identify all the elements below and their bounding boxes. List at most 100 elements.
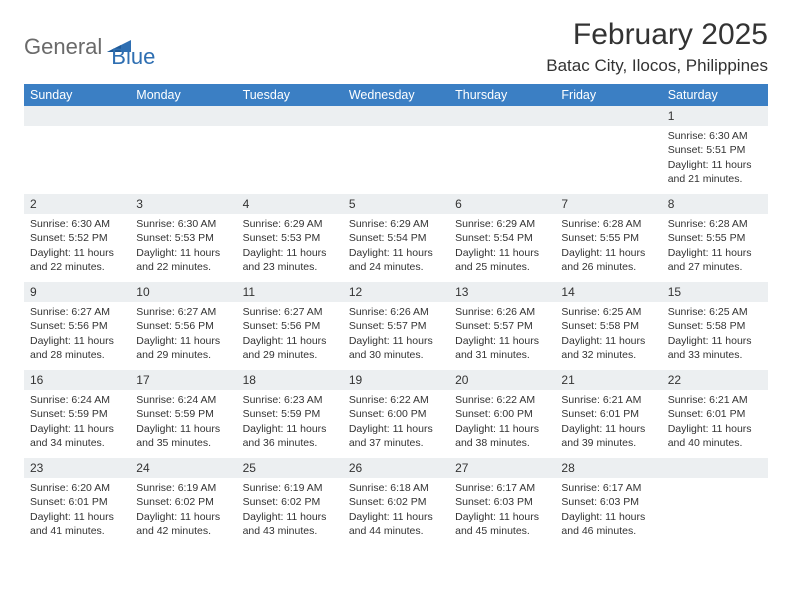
sunset-line: Sunset: 6:01 PM — [30, 495, 124, 509]
sunset-line: Sunset: 5:57 PM — [349, 319, 443, 333]
sunrise-line: Sunrise: 6:28 AM — [668, 217, 762, 231]
day-header: Wednesday — [343, 84, 449, 106]
day-header: Sunday — [24, 84, 130, 106]
day-number: 27 — [449, 458, 555, 478]
calendar-week-row: 9Sunrise: 6:27 AMSunset: 5:56 PMDaylight… — [24, 282, 768, 370]
sunrise-line: Sunrise: 6:27 AM — [136, 305, 230, 319]
daylight-line: Daylight: 11 hours and 21 minutes. — [668, 158, 762, 186]
calendar-day-cell — [130, 106, 236, 194]
calendar-day-cell: 10Sunrise: 6:27 AMSunset: 5:56 PMDayligh… — [130, 282, 236, 370]
daylight-line: Daylight: 11 hours and 39 minutes. — [561, 422, 655, 450]
sunset-line: Sunset: 5:51 PM — [668, 143, 762, 157]
day-data: Sunrise: 6:29 AMSunset: 5:54 PMDaylight:… — [449, 214, 555, 280]
calendar-day-cell: 28Sunrise: 6:17 AMSunset: 6:03 PMDayligh… — [555, 458, 661, 546]
day-number — [130, 106, 236, 126]
calendar-table: Sunday Monday Tuesday Wednesday Thursday… — [24, 84, 768, 546]
day-number: 14 — [555, 282, 661, 302]
sunset-line: Sunset: 5:54 PM — [349, 231, 443, 245]
calendar-day-cell: 12Sunrise: 6:26 AMSunset: 5:57 PMDayligh… — [343, 282, 449, 370]
day-number: 18 — [237, 370, 343, 390]
calendar-day-cell: 14Sunrise: 6:25 AMSunset: 5:58 PMDayligh… — [555, 282, 661, 370]
daylight-line: Daylight: 11 hours and 31 minutes. — [455, 334, 549, 362]
day-header-row: Sunday Monday Tuesday Wednesday Thursday… — [24, 84, 768, 106]
brand-part1: General — [24, 34, 102, 60]
sunset-line: Sunset: 6:03 PM — [455, 495, 549, 509]
calendar-day-cell: 9Sunrise: 6:27 AMSunset: 5:56 PMDaylight… — [24, 282, 130, 370]
sunrise-line: Sunrise: 6:17 AM — [455, 481, 549, 495]
sunset-line: Sunset: 6:01 PM — [668, 407, 762, 421]
sunset-line: Sunset: 5:58 PM — [668, 319, 762, 333]
sunrise-line: Sunrise: 6:30 AM — [30, 217, 124, 231]
day-number — [343, 106, 449, 126]
sunrise-line: Sunrise: 6:25 AM — [668, 305, 762, 319]
calendar-day-cell: 20Sunrise: 6:22 AMSunset: 6:00 PMDayligh… — [449, 370, 555, 458]
day-number — [237, 106, 343, 126]
day-number: 26 — [343, 458, 449, 478]
day-header: Monday — [130, 84, 236, 106]
calendar-day-cell: 2Sunrise: 6:30 AMSunset: 5:52 PMDaylight… — [24, 194, 130, 282]
day-data: Sunrise: 6:17 AMSunset: 6:03 PMDaylight:… — [449, 478, 555, 544]
day-data: Sunrise: 6:30 AMSunset: 5:52 PMDaylight:… — [24, 214, 130, 280]
calendar-day-cell — [449, 106, 555, 194]
day-data: Sunrise: 6:23 AMSunset: 5:59 PMDaylight:… — [237, 390, 343, 456]
day-data: Sunrise: 6:25 AMSunset: 5:58 PMDaylight:… — [662, 302, 768, 368]
day-number: 8 — [662, 194, 768, 214]
sunrise-line: Sunrise: 6:29 AM — [349, 217, 443, 231]
day-number: 24 — [130, 458, 236, 478]
daylight-line: Daylight: 11 hours and 44 minutes. — [349, 510, 443, 538]
daylight-line: Daylight: 11 hours and 27 minutes. — [668, 246, 762, 274]
day-header: Thursday — [449, 84, 555, 106]
day-data: Sunrise: 6:24 AMSunset: 5:59 PMDaylight:… — [130, 390, 236, 456]
calendar-day-cell: 11Sunrise: 6:27 AMSunset: 5:56 PMDayligh… — [237, 282, 343, 370]
sunset-line: Sunset: 5:54 PM — [455, 231, 549, 245]
daylight-line: Daylight: 11 hours and 22 minutes. — [30, 246, 124, 274]
day-number: 28 — [555, 458, 661, 478]
sunrise-line: Sunrise: 6:19 AM — [243, 481, 337, 495]
day-data: Sunrise: 6:27 AMSunset: 5:56 PMDaylight:… — [237, 302, 343, 368]
sunrise-line: Sunrise: 6:26 AM — [455, 305, 549, 319]
location-subtitle: Batac City, Ilocos, Philippines — [546, 56, 768, 76]
calendar-day-cell: 26Sunrise: 6:18 AMSunset: 6:02 PMDayligh… — [343, 458, 449, 546]
sunrise-line: Sunrise: 6:29 AM — [455, 217, 549, 231]
daylight-line: Daylight: 11 hours and 23 minutes. — [243, 246, 337, 274]
daylight-line: Daylight: 11 hours and 22 minutes. — [136, 246, 230, 274]
day-number: 4 — [237, 194, 343, 214]
day-data: Sunrise: 6:21 AMSunset: 6:01 PMDaylight:… — [662, 390, 768, 456]
day-data: Sunrise: 6:29 AMSunset: 5:54 PMDaylight:… — [343, 214, 449, 280]
daylight-line: Daylight: 11 hours and 29 minutes. — [136, 334, 230, 362]
calendar-day-cell: 15Sunrise: 6:25 AMSunset: 5:58 PMDayligh… — [662, 282, 768, 370]
daylight-line: Daylight: 11 hours and 25 minutes. — [455, 246, 549, 274]
daylight-line: Daylight: 11 hours and 46 minutes. — [561, 510, 655, 538]
day-data: Sunrise: 6:26 AMSunset: 5:57 PMDaylight:… — [343, 302, 449, 368]
day-data: Sunrise: 6:28 AMSunset: 5:55 PMDaylight:… — [555, 214, 661, 280]
calendar-day-cell: 24Sunrise: 6:19 AMSunset: 6:02 PMDayligh… — [130, 458, 236, 546]
calendar-week-row: 23Sunrise: 6:20 AMSunset: 6:01 PMDayligh… — [24, 458, 768, 546]
sunrise-line: Sunrise: 6:29 AM — [243, 217, 337, 231]
daylight-line: Daylight: 11 hours and 32 minutes. — [561, 334, 655, 362]
day-data: Sunrise: 6:25 AMSunset: 5:58 PMDaylight:… — [555, 302, 661, 368]
header: General Blue February 2025 Batac City, I… — [24, 18, 768, 76]
sunrise-line: Sunrise: 6:22 AM — [455, 393, 549, 407]
calendar-day-cell — [555, 106, 661, 194]
daylight-line: Daylight: 11 hours and 28 minutes. — [30, 334, 124, 362]
sunset-line: Sunset: 6:02 PM — [243, 495, 337, 509]
calendar-day-cell: 6Sunrise: 6:29 AMSunset: 5:54 PMDaylight… — [449, 194, 555, 282]
day-data: Sunrise: 6:29 AMSunset: 5:53 PMDaylight:… — [237, 214, 343, 280]
calendar-day-cell: 4Sunrise: 6:29 AMSunset: 5:53 PMDaylight… — [237, 194, 343, 282]
daylight-line: Daylight: 11 hours and 45 minutes. — [455, 510, 549, 538]
sunrise-line: Sunrise: 6:18 AM — [349, 481, 443, 495]
sunset-line: Sunset: 5:59 PM — [136, 407, 230, 421]
day-number: 16 — [24, 370, 130, 390]
sunset-line: Sunset: 5:53 PM — [243, 231, 337, 245]
sunrise-line: Sunrise: 6:27 AM — [243, 305, 337, 319]
day-number — [449, 106, 555, 126]
day-data: Sunrise: 6:19 AMSunset: 6:02 PMDaylight:… — [130, 478, 236, 544]
calendar-day-cell: 16Sunrise: 6:24 AMSunset: 5:59 PMDayligh… — [24, 370, 130, 458]
day-header: Tuesday — [237, 84, 343, 106]
sunrise-line: Sunrise: 6:25 AM — [561, 305, 655, 319]
day-data: Sunrise: 6:27 AMSunset: 5:56 PMDaylight:… — [130, 302, 236, 368]
day-number: 9 — [24, 282, 130, 302]
sunrise-line: Sunrise: 6:30 AM — [668, 129, 762, 143]
day-header: Saturday — [662, 84, 768, 106]
sunrise-line: Sunrise: 6:17 AM — [561, 481, 655, 495]
